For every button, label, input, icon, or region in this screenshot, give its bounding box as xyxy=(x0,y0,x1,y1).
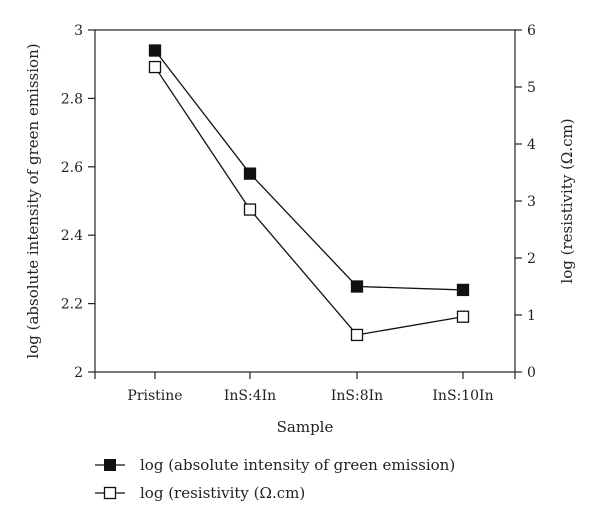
x-tick-label: InS:4In xyxy=(224,388,276,404)
data-point-1 xyxy=(350,328,364,342)
legend-label-green-emission: log (absolute intensity of green emissio… xyxy=(140,456,455,474)
series-lines xyxy=(154,50,464,336)
y-right-tick-label: 4 xyxy=(527,137,536,153)
legend-marker-green-emission xyxy=(104,459,116,471)
legend-item-green-emission: log (absolute intensity of green emissio… xyxy=(95,456,455,474)
y-right-tick-label: 6 xyxy=(527,23,536,39)
y-axis-left-title: log (absolute intensity of green emissio… xyxy=(24,43,42,358)
data-point-1 xyxy=(148,60,162,74)
ticks: 2 2.2 2.4 2.6 2.8 3 0 1 2 3 4 5 6 Pristine InS:4In InS:… xyxy=(61,23,536,404)
series-markers xyxy=(148,44,470,342)
data-point-0 xyxy=(148,44,162,57)
data-point-0 xyxy=(243,167,257,180)
legend-marker-resistivity xyxy=(103,486,117,500)
plot-frame xyxy=(94,29,516,373)
x-tick-label: InS:8In xyxy=(331,388,383,404)
data-point-1 xyxy=(456,310,470,323)
x-tick-label: InS:10In xyxy=(432,388,493,404)
data-point-0 xyxy=(456,283,470,297)
y-left-tick-label: 2.6 xyxy=(61,160,83,176)
series-line-0 xyxy=(154,50,464,291)
y-left-tick-label: 2.8 xyxy=(61,91,83,107)
data-point-1 xyxy=(243,203,257,216)
y-right-tick-label: 2 xyxy=(527,251,536,267)
y-left-tick-label: 2.2 xyxy=(61,297,83,313)
y-left-tick-label: 3 xyxy=(74,23,83,39)
data-point-0 xyxy=(350,280,364,293)
y-right-tick-label: 5 xyxy=(527,80,536,96)
y-right-tick-label: 3 xyxy=(527,194,536,210)
legend-label-resistivity: log (resistivity (Ω.cm) xyxy=(140,484,305,502)
y-left-tick-label: 2.4 xyxy=(61,228,83,244)
series-line-1 xyxy=(154,66,464,336)
x-tick-label: Pristine xyxy=(127,388,182,404)
x-axis-title: Sample xyxy=(277,418,334,436)
y-right-tick-label: 0 xyxy=(527,365,536,381)
y-axis-right-title: log (resistivity (Ω.cm) xyxy=(558,118,576,283)
legend: log (absolute intensity of green emissio… xyxy=(95,456,455,502)
legend-item-resistivity: log (resistivity (Ω.cm) xyxy=(95,484,305,502)
y-right-tick-label: 1 xyxy=(527,308,536,324)
y-left-tick-label: 2 xyxy=(74,365,83,381)
